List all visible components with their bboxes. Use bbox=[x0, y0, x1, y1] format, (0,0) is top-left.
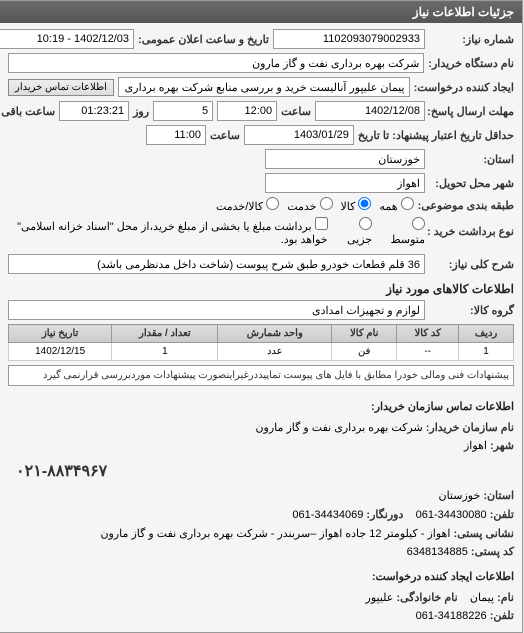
cat-goods-option[interactable]: کالا bbox=[342, 197, 373, 213]
th-code: کد کالا bbox=[398, 325, 460, 343]
province-label: استان: bbox=[430, 153, 515, 166]
days-label: روز bbox=[134, 105, 150, 118]
th-date: تاریخ نیاز bbox=[10, 325, 113, 343]
validity-time-label: ساعت bbox=[211, 129, 241, 142]
req-name: پیمان bbox=[471, 592, 495, 604]
deadline-label: مهلت ارسال پاسخ: تا bbox=[430, 105, 515, 118]
validity-label: حداقل تاریخ اعتبار پیشنهاد: تا تاریخ bbox=[359, 129, 515, 142]
contact-province-label: استان: bbox=[484, 490, 515, 502]
deadline-date-field[interactable] bbox=[316, 101, 426, 121]
category-radio-group: همه کالا خدمت کالا/خدمت bbox=[217, 197, 415, 213]
req-contact-title: اطلاعات ایجاد کننده درخواست: bbox=[9, 568, 515, 587]
requester-label: ایجاد کننده درخواست: bbox=[415, 81, 515, 94]
city-label: شهر محل تحویل: bbox=[430, 177, 515, 190]
remain-label: ساعت باقی مانده bbox=[0, 105, 56, 118]
req-phone-label: تلفن: bbox=[491, 610, 515, 622]
contact-fax: 34434069-061 bbox=[293, 509, 364, 521]
th-name: نام کالا bbox=[333, 325, 398, 343]
need-no-field[interactable] bbox=[274, 29, 426, 49]
th-row: ردیف bbox=[460, 325, 515, 343]
remarks-box: پیشنهادات فنی ومالی خودرا مطابق با فایل … bbox=[9, 365, 515, 386]
contact-postal-label: نشانی پستی: bbox=[454, 528, 515, 540]
deadline-time-label: ساعت bbox=[282, 105, 312, 118]
items-section-title: اطلاعات کالاهای مورد نیاز bbox=[9, 282, 515, 296]
panel-title: جزئیات اطلاعات نیاز bbox=[1, 1, 523, 23]
contact-fax-label: دورنگار: bbox=[367, 509, 404, 521]
cat-all-option[interactable]: همه bbox=[380, 197, 414, 213]
validity-time-field[interactable] bbox=[147, 125, 207, 145]
requester-field[interactable] bbox=[119, 77, 411, 97]
req-name-label: نام: bbox=[498, 592, 515, 604]
th-unit: واحد شمارش bbox=[219, 325, 333, 343]
contact-phone-label: تلفن: bbox=[491, 509, 515, 521]
hotline-number: ۰۲۱-۸۸۳۴۹۶۷ bbox=[9, 456, 515, 487]
days-left-field[interactable] bbox=[154, 101, 214, 121]
purchase-type-label: نوع برداشت خرید : bbox=[430, 225, 515, 238]
th-qty: تعداد / مقدار bbox=[113, 325, 219, 343]
cell-date: 1402/12/15 bbox=[10, 343, 113, 361]
req-phone: 34188226-061 bbox=[417, 610, 488, 622]
contact-city-label: شهر: bbox=[491, 440, 515, 452]
announce-field[interactable] bbox=[0, 29, 135, 49]
details-panel: جزئیات اطلاعات نیاز شماره نیاز: تاریخ و … bbox=[0, 0, 524, 633]
category-label: طبقه بندی موضوعی: bbox=[419, 199, 515, 212]
contact-city: اهواز bbox=[465, 440, 488, 452]
items-table: ردیف کد کالا نام کالا واحد شمارش تعداد /… bbox=[9, 324, 515, 361]
purchase-type-group: متوسط جزیی برداشت مبلغ یا بخشی از مبلغ خ… bbox=[9, 217, 426, 246]
contact-org-label: نام سازمان خریدار: bbox=[427, 422, 515, 434]
req-family: علیپور bbox=[367, 592, 395, 604]
group-field[interactable] bbox=[9, 300, 426, 320]
contact-block: اطلاعات تماس سازمان خریدار: نام سازمان خ… bbox=[1, 392, 523, 632]
pt-medium-option[interactable]: متوسط bbox=[381, 217, 426, 246]
pt-note-option[interactable]: برداشت مبلغ یا بخشی از مبلغ خرید،از محل … bbox=[9, 217, 329, 246]
contact-postcode-label: کد پستی: bbox=[472, 546, 515, 558]
cell-unit: عدد bbox=[219, 343, 333, 361]
remain-time-field[interactable] bbox=[60, 101, 130, 121]
summary-label: شرح کلی نیاز: bbox=[430, 258, 515, 271]
group-label: گروه کالا: bbox=[430, 304, 515, 317]
contact-phone: 34430080-061 bbox=[417, 509, 488, 521]
deadline-time-field[interactable] bbox=[218, 101, 278, 121]
cell-code: -- bbox=[398, 343, 460, 361]
announce-label: تاریخ و ساعت اعلان عمومی: bbox=[139, 33, 270, 46]
contact-province: خوزستان bbox=[439, 490, 481, 502]
buyer-contact-button[interactable]: اطلاعات تماس خریدار bbox=[9, 79, 115, 96]
province-field[interactable] bbox=[266, 149, 426, 169]
pt-partial-option[interactable]: جزیی bbox=[337, 217, 374, 246]
cell-row: 1 bbox=[460, 343, 515, 361]
contact-postal: اهواز - کیلومتر 12 جاده اهواز –سربندر - … bbox=[101, 528, 451, 540]
cat-both-option[interactable]: کالا/خدمت bbox=[217, 197, 280, 213]
contact-section-title: اطلاعات تماس سازمان خریدار: bbox=[9, 398, 515, 417]
buyer-org-label: نام دستگاه خریدار: bbox=[429, 57, 515, 70]
validity-date-field[interactable] bbox=[245, 125, 355, 145]
req-family-label: نام خانوادگی: bbox=[397, 592, 458, 604]
table-row[interactable]: 1 -- فن عدد 1 1402/12/15 bbox=[10, 343, 515, 361]
contact-postcode: 6348134885 bbox=[408, 546, 469, 558]
cell-name: فن bbox=[333, 343, 398, 361]
form-area: شماره نیاز: تاریخ و ساعت اعلان عمومی: نا… bbox=[1, 23, 523, 392]
need-no-label: شماره نیاز: bbox=[430, 33, 515, 46]
cell-qty: 1 bbox=[113, 343, 219, 361]
buyer-org-field[interactable] bbox=[9, 53, 425, 73]
cat-service-option[interactable]: خدمت bbox=[288, 197, 333, 213]
summary-field[interactable] bbox=[9, 254, 426, 274]
city-field[interactable] bbox=[266, 173, 426, 193]
contact-org: شرکت بهره برداری نفت و گاز مارون bbox=[256, 422, 423, 434]
